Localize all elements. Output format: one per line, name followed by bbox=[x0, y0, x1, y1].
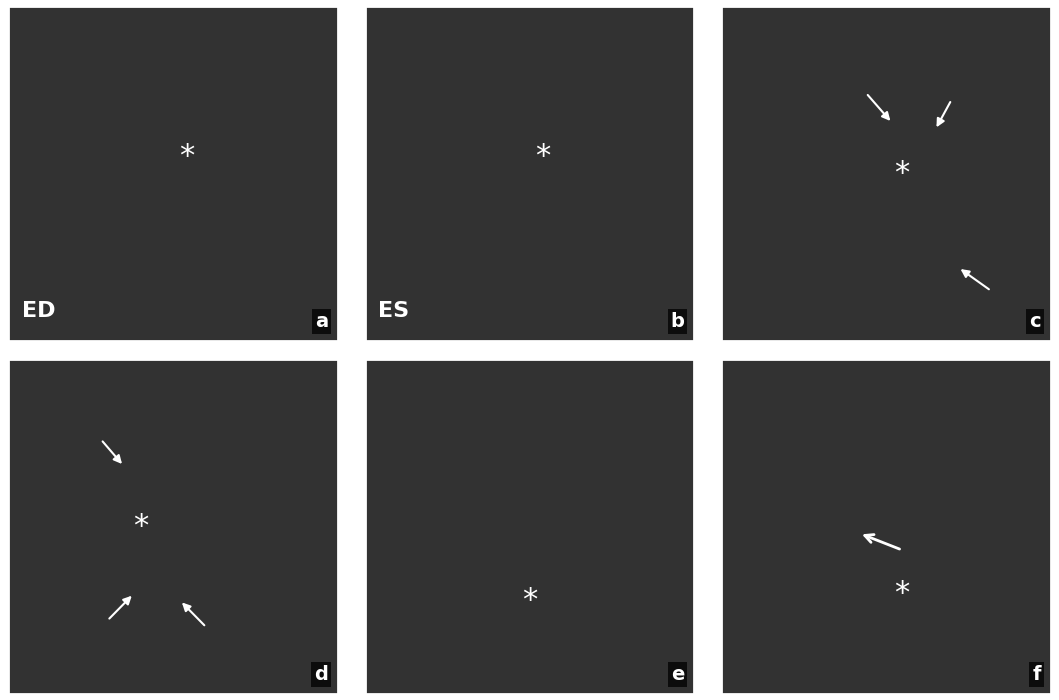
Text: e: e bbox=[671, 665, 684, 685]
Text: *: * bbox=[895, 579, 910, 608]
Text: f: f bbox=[1033, 665, 1041, 685]
Text: *: * bbox=[179, 142, 194, 171]
Text: c: c bbox=[1029, 312, 1041, 331]
Text: ED: ED bbox=[21, 301, 55, 321]
Text: *: * bbox=[132, 512, 148, 541]
Text: b: b bbox=[670, 312, 684, 331]
Text: d: d bbox=[315, 665, 328, 685]
Text: *: * bbox=[522, 586, 537, 615]
Text: a: a bbox=[316, 312, 328, 331]
Text: *: * bbox=[535, 142, 551, 171]
Text: *: * bbox=[895, 159, 910, 188]
Text: ES: ES bbox=[378, 301, 409, 321]
